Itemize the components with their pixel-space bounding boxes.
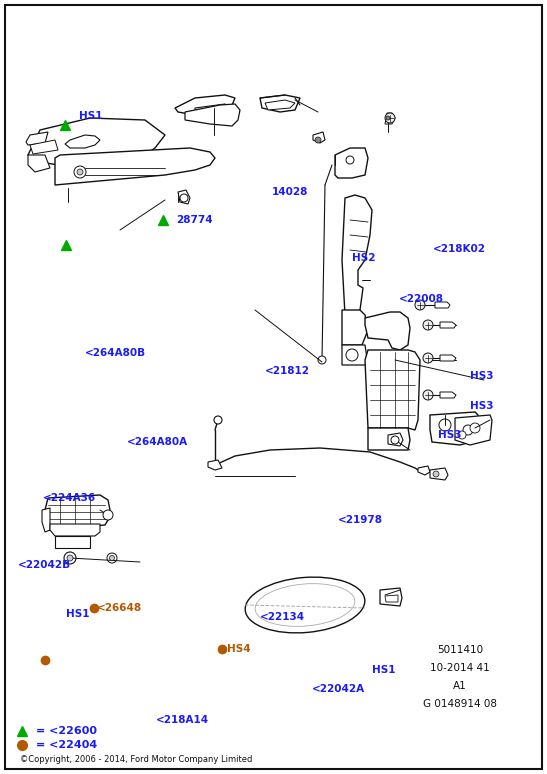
- Polygon shape: [55, 536, 90, 548]
- Polygon shape: [342, 345, 368, 365]
- Polygon shape: [178, 190, 190, 204]
- Polygon shape: [208, 460, 222, 470]
- Polygon shape: [28, 155, 50, 172]
- Text: HS4: HS4: [227, 644, 251, 653]
- Circle shape: [463, 425, 473, 435]
- Circle shape: [180, 194, 188, 202]
- Polygon shape: [430, 468, 448, 480]
- Circle shape: [107, 553, 117, 563]
- Text: 14028: 14028: [272, 187, 308, 197]
- Circle shape: [67, 555, 73, 561]
- Polygon shape: [388, 433, 403, 446]
- Circle shape: [346, 156, 354, 164]
- Polygon shape: [313, 132, 325, 143]
- Polygon shape: [28, 118, 165, 170]
- Polygon shape: [50, 524, 100, 536]
- Text: HS3: HS3: [470, 401, 494, 410]
- Circle shape: [439, 419, 451, 431]
- Text: HS1: HS1: [66, 609, 89, 618]
- Text: <22134: <22134: [260, 612, 305, 622]
- Text: 5011410: 5011410: [437, 645, 483, 655]
- Polygon shape: [26, 132, 48, 145]
- Circle shape: [64, 552, 76, 564]
- Polygon shape: [342, 195, 372, 315]
- Text: 28774: 28774: [176, 215, 213, 224]
- Polygon shape: [455, 415, 492, 445]
- Circle shape: [415, 300, 425, 310]
- Polygon shape: [385, 113, 395, 124]
- Circle shape: [315, 137, 321, 143]
- Text: <21812: <21812: [265, 366, 310, 375]
- Circle shape: [109, 556, 114, 560]
- Circle shape: [423, 320, 433, 330]
- Text: HS3: HS3: [470, 372, 494, 381]
- Circle shape: [458, 431, 466, 439]
- Polygon shape: [65, 135, 100, 148]
- Text: HS1: HS1: [372, 665, 395, 674]
- Text: <22042B: <22042B: [18, 560, 71, 570]
- Circle shape: [423, 390, 433, 400]
- Polygon shape: [418, 466, 430, 475]
- Text: <218K02: <218K02: [433, 245, 486, 254]
- Text: <224A36: <224A36: [43, 493, 96, 502]
- Text: <264A80A: <264A80A: [127, 437, 188, 447]
- Circle shape: [77, 169, 83, 175]
- Text: <264A80B: <264A80B: [85, 348, 146, 358]
- Circle shape: [103, 510, 113, 520]
- Circle shape: [346, 349, 358, 361]
- Text: G 0148914 08: G 0148914 08: [423, 699, 497, 709]
- Polygon shape: [45, 495, 110, 530]
- Ellipse shape: [255, 584, 355, 626]
- Polygon shape: [435, 302, 450, 308]
- Polygon shape: [342, 310, 368, 345]
- Polygon shape: [335, 148, 368, 178]
- Text: = <22404: = <22404: [36, 741, 97, 750]
- Polygon shape: [175, 95, 235, 118]
- Polygon shape: [368, 428, 410, 450]
- Circle shape: [470, 423, 480, 433]
- Circle shape: [386, 116, 390, 120]
- Polygon shape: [380, 588, 402, 606]
- Polygon shape: [55, 148, 215, 185]
- Circle shape: [423, 353, 433, 363]
- Text: <26648: <26648: [97, 604, 142, 613]
- Circle shape: [391, 436, 399, 444]
- Text: HS3: HS3: [438, 430, 461, 440]
- Polygon shape: [365, 312, 410, 350]
- Polygon shape: [440, 392, 456, 398]
- Circle shape: [385, 113, 395, 123]
- Polygon shape: [42, 508, 50, 532]
- Circle shape: [214, 416, 222, 424]
- Text: = <22600: = <22600: [36, 726, 97, 735]
- Circle shape: [318, 356, 326, 364]
- Text: HS1: HS1: [79, 111, 103, 121]
- Circle shape: [74, 166, 86, 178]
- Text: <22008: <22008: [399, 294, 444, 303]
- Polygon shape: [430, 412, 480, 445]
- Polygon shape: [440, 322, 456, 328]
- Text: 10-2014 41: 10-2014 41: [430, 663, 490, 673]
- Circle shape: [433, 471, 439, 477]
- Text: A1: A1: [453, 681, 467, 691]
- Text: <218A14: <218A14: [156, 715, 209, 724]
- Text: <22042A: <22042A: [312, 684, 365, 694]
- Polygon shape: [260, 95, 300, 112]
- Polygon shape: [365, 350, 420, 430]
- Polygon shape: [30, 140, 58, 154]
- Text: ©Copyright, 2006 - 2014, Ford Motor Company Limited: ©Copyright, 2006 - 2014, Ford Motor Comp…: [20, 755, 252, 765]
- Text: HS2: HS2: [352, 253, 375, 262]
- Polygon shape: [265, 100, 295, 110]
- Polygon shape: [195, 104, 230, 115]
- Polygon shape: [440, 355, 456, 361]
- Text: <21978: <21978: [338, 515, 383, 525]
- Polygon shape: [185, 104, 240, 126]
- Polygon shape: [385, 595, 398, 602]
- Ellipse shape: [245, 577, 365, 633]
